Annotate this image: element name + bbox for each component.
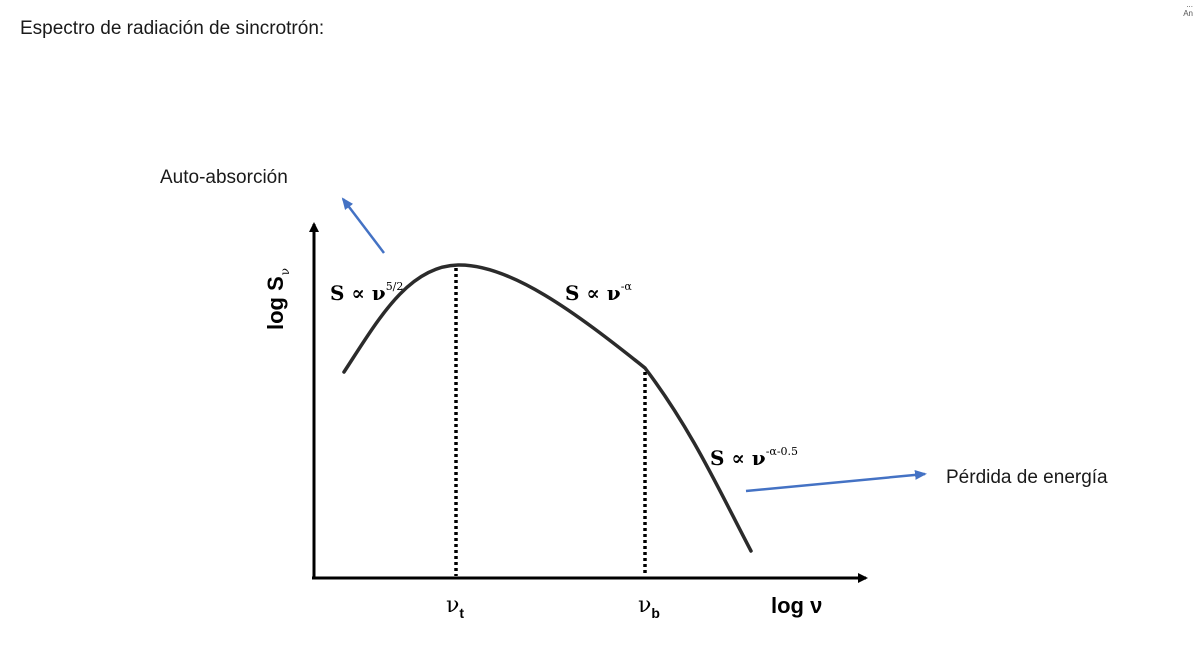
absorption-arrow [341,197,385,254]
spectrum-curve [342,263,753,553]
tick-nu-t: νt [446,593,464,621]
x-axis-label: log ν [771,593,822,618]
annotation-energy-loss: Pérdida de energía [946,467,1108,488]
corner-text-2: An [1183,9,1193,18]
svg-text:log Sν: log Sν [263,268,292,330]
law-energy-loss: S ∝ ν-α-0.5 [710,445,798,470]
annotation-self-absorption: Auto-absorción [160,167,288,188]
law-optically-thin: S ∝ ν-α [565,280,632,305]
corner-watermark: ... An [1153,0,1193,18]
y-axis-label-subscript: ν [278,268,292,275]
y-axis-label: log S [263,276,288,330]
tick-nu-b: νb [638,593,660,621]
law-self-absorption: S ∝ ν5/2 [330,280,403,305]
page-title: Espectro de radiación de sincrotrón: [20,18,325,39]
energy-loss-arrow [745,469,927,493]
y-axis-label-group: log Sν [263,268,292,330]
corner-text-1: ... [1186,0,1193,9]
